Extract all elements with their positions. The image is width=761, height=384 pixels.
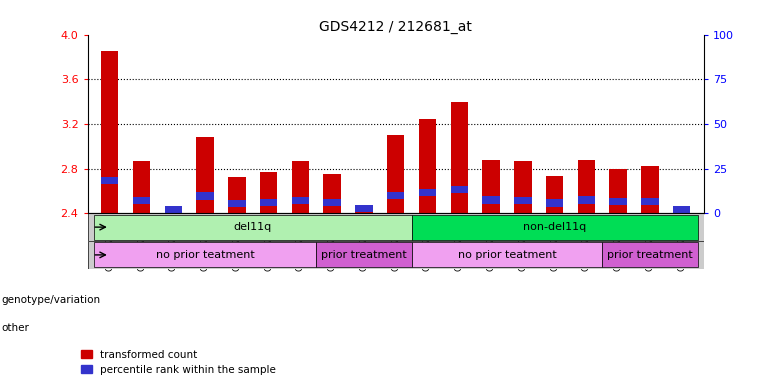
Text: no prior teatment: no prior teatment <box>156 250 254 260</box>
Bar <box>94 242 317 267</box>
Bar <box>419 119 436 213</box>
Bar <box>482 160 500 213</box>
Bar <box>228 177 246 213</box>
Bar <box>164 211 182 213</box>
Bar <box>451 186 468 193</box>
Bar <box>673 206 690 213</box>
Bar <box>602 242 698 267</box>
Legend: transformed count, percentile rank within the sample: transformed count, percentile rank withi… <box>81 350 276 375</box>
Bar <box>132 161 150 213</box>
Bar <box>355 205 373 213</box>
Bar <box>610 169 627 213</box>
Bar <box>578 160 595 213</box>
Bar <box>546 176 563 213</box>
Text: genotype/variation: genotype/variation <box>2 295 100 305</box>
Text: non-del11q: non-del11q <box>523 222 586 232</box>
Bar <box>291 197 309 204</box>
Bar <box>482 197 500 204</box>
Bar <box>94 215 412 240</box>
Bar <box>101 51 119 213</box>
Text: no prior teatment: no prior teatment <box>457 250 556 260</box>
Text: prior treatment: prior treatment <box>607 250 693 260</box>
Bar <box>642 198 659 205</box>
Bar <box>387 192 404 199</box>
Bar <box>451 101 468 213</box>
Bar <box>412 242 602 267</box>
Text: prior treatment: prior treatment <box>321 250 407 260</box>
Bar <box>323 174 341 213</box>
Bar <box>291 161 309 213</box>
Title: GDS4212 / 212681_at: GDS4212 / 212681_at <box>320 20 472 33</box>
Bar <box>317 242 412 267</box>
Bar <box>412 215 698 240</box>
Bar <box>228 200 246 207</box>
Text: del11q: del11q <box>234 222 272 232</box>
Bar <box>419 189 436 196</box>
Bar <box>196 192 214 200</box>
Bar <box>260 172 277 213</box>
Bar <box>355 205 373 212</box>
Bar <box>260 199 277 206</box>
Text: other: other <box>2 323 30 333</box>
Bar <box>578 197 595 204</box>
Bar <box>514 161 531 213</box>
Bar <box>196 137 214 213</box>
Bar <box>101 177 119 184</box>
Bar <box>514 197 531 204</box>
Bar <box>610 198 627 205</box>
Bar <box>164 206 182 213</box>
Bar <box>546 199 563 207</box>
Bar <box>323 199 341 206</box>
Bar <box>387 135 404 213</box>
Bar <box>132 197 150 204</box>
Bar <box>642 166 659 213</box>
